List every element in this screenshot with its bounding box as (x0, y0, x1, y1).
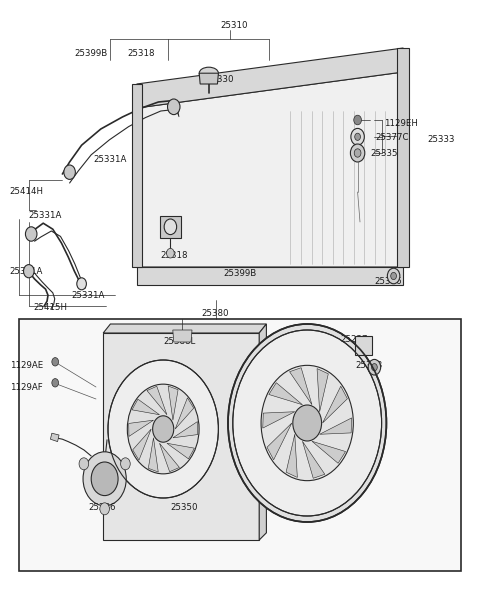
Polygon shape (320, 418, 352, 434)
Text: 1129AE: 1129AE (10, 361, 43, 370)
Text: 25330: 25330 (206, 75, 234, 84)
Text: 25318: 25318 (161, 251, 188, 259)
Polygon shape (19, 319, 461, 571)
Polygon shape (355, 336, 372, 355)
Text: 25393: 25393 (355, 361, 383, 370)
Circle shape (52, 379, 59, 387)
Polygon shape (103, 333, 259, 540)
Polygon shape (323, 386, 348, 423)
Circle shape (24, 265, 34, 278)
Circle shape (83, 452, 126, 506)
Text: 25377C: 25377C (375, 133, 409, 142)
Polygon shape (317, 368, 328, 412)
Circle shape (64, 165, 75, 179)
Text: 25310: 25310 (221, 20, 248, 29)
Polygon shape (175, 102, 179, 117)
Circle shape (167, 248, 174, 258)
Text: 25380: 25380 (202, 308, 229, 318)
Polygon shape (286, 434, 297, 478)
Text: 25333: 25333 (427, 134, 455, 143)
Polygon shape (173, 422, 198, 438)
Circle shape (79, 458, 89, 470)
Circle shape (261, 365, 353, 481)
Circle shape (228, 324, 386, 522)
Text: 25231: 25231 (274, 432, 301, 441)
Text: 25331A: 25331A (10, 266, 43, 275)
Circle shape (153, 416, 174, 442)
Text: 25318: 25318 (127, 49, 155, 58)
Text: 25415H: 25415H (34, 302, 68, 312)
Text: 25414H: 25414H (10, 187, 44, 196)
Text: 25350: 25350 (170, 503, 198, 511)
Polygon shape (147, 386, 167, 415)
Polygon shape (269, 383, 302, 405)
Text: 25331A: 25331A (94, 154, 127, 163)
Polygon shape (267, 423, 292, 460)
Polygon shape (137, 267, 403, 285)
Polygon shape (160, 216, 181, 238)
Circle shape (354, 149, 361, 157)
Text: 25331A: 25331A (29, 211, 62, 220)
Circle shape (372, 364, 377, 371)
Polygon shape (137, 72, 403, 267)
Polygon shape (167, 443, 194, 459)
Circle shape (391, 272, 396, 280)
Polygon shape (103, 324, 266, 333)
Polygon shape (173, 330, 192, 342)
Ellipse shape (199, 67, 218, 79)
Circle shape (354, 115, 361, 125)
Circle shape (293, 405, 322, 441)
Circle shape (77, 278, 86, 290)
Polygon shape (263, 412, 295, 428)
Polygon shape (159, 443, 180, 472)
Polygon shape (137, 48, 403, 108)
Circle shape (91, 462, 118, 496)
Circle shape (164, 219, 177, 235)
Circle shape (350, 144, 365, 162)
Polygon shape (148, 438, 158, 472)
Text: 25388L: 25388L (163, 337, 195, 346)
Polygon shape (50, 433, 59, 442)
Polygon shape (289, 368, 312, 405)
Text: 25386: 25386 (89, 503, 116, 511)
Circle shape (368, 359, 381, 375)
Circle shape (351, 128, 364, 145)
Text: 1129AF: 1129AF (10, 383, 42, 391)
Text: 25399B: 25399B (223, 269, 256, 277)
Text: 1129EH: 1129EH (384, 118, 418, 127)
Text: 25336: 25336 (374, 277, 402, 286)
Polygon shape (132, 84, 142, 267)
Polygon shape (397, 48, 409, 267)
Polygon shape (129, 420, 154, 436)
Circle shape (25, 227, 37, 241)
Polygon shape (312, 441, 346, 463)
Polygon shape (259, 324, 266, 540)
Circle shape (387, 268, 400, 284)
Circle shape (120, 458, 130, 470)
Polygon shape (168, 386, 178, 420)
Text: 25399B: 25399B (74, 49, 108, 58)
Circle shape (233, 330, 382, 516)
Text: 25335: 25335 (371, 148, 398, 157)
Text: 25395: 25395 (266, 416, 294, 426)
Circle shape (108, 360, 218, 498)
Polygon shape (175, 398, 194, 429)
Circle shape (168, 99, 180, 115)
Text: 25237: 25237 (341, 335, 368, 343)
Circle shape (100, 503, 109, 515)
Polygon shape (199, 73, 218, 84)
Polygon shape (302, 441, 325, 478)
Circle shape (52, 358, 59, 366)
Circle shape (355, 133, 360, 140)
Polygon shape (132, 429, 151, 460)
Text: 25331A: 25331A (71, 290, 105, 299)
Circle shape (127, 384, 199, 474)
Polygon shape (132, 399, 159, 415)
